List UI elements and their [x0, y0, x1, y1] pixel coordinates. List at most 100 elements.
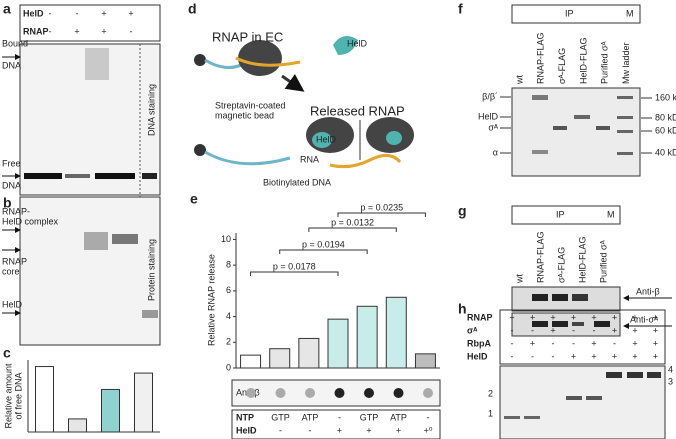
label: wt	[514, 274, 524, 284]
sign: -	[49, 8, 52, 18]
label: IP	[556, 209, 565, 219]
label: RNAP in EC	[212, 29, 283, 44]
sign: +	[653, 351, 658, 361]
sign: +	[653, 338, 658, 348]
sign: -	[531, 351, 534, 361]
cell: +	[337, 425, 342, 435]
sign: +	[101, 26, 106, 36]
row-label: σᴬ	[467, 325, 478, 335]
bar	[134, 372, 153, 433]
label: 4	[668, 364, 673, 374]
bar	[327, 318, 349, 369]
label: HelD-FLAG	[578, 37, 588, 84]
sign: -	[49, 26, 52, 36]
y-tick-label: 2	[226, 337, 231, 347]
gel-b	[19, 196, 161, 346]
panel-label: h	[458, 301, 467, 317]
sign: -	[593, 325, 596, 335]
cell: -	[338, 412, 341, 422]
annotation: p = 0.0178	[273, 261, 316, 271]
y-tick-label: 6	[226, 285, 231, 295]
cell: GTP	[360, 412, 379, 422]
panel-label: e	[190, 191, 198, 207]
sign: +	[128, 8, 133, 18]
label: Purified σᴬ	[598, 239, 608, 283]
label: DNA	[2, 60, 21, 70]
label: 40 kDa	[655, 147, 676, 157]
row-label: RNAP	[467, 312, 493, 322]
sign: -	[613, 338, 616, 348]
row-label: RbpA	[467, 338, 491, 348]
sign: +	[612, 351, 617, 361]
blot-spot	[364, 388, 374, 398]
y-tick-label: 10	[221, 234, 231, 244]
label: Relative amount	[3, 363, 13, 429]
sign: +	[591, 338, 596, 348]
sign: -	[511, 325, 514, 335]
label: σᴬ-FLAG	[556, 247, 566, 283]
sign: +	[571, 312, 576, 322]
y-tick-label: 8	[226, 260, 231, 270]
label: RNAP-FLAG	[536, 32, 546, 84]
panel-label: a	[3, 1, 11, 17]
blot-spot	[305, 388, 315, 398]
sign: -	[76, 8, 79, 18]
blot-spot	[423, 388, 433, 398]
label: HelD	[2, 299, 23, 309]
label: HelD	[478, 111, 499, 121]
cell: ATP	[302, 412, 319, 422]
cell: -	[279, 425, 282, 435]
label: 2	[488, 388, 493, 398]
y-tick-label: 4	[226, 311, 231, 321]
sign: +	[530, 312, 535, 322]
sign: +	[632, 312, 637, 322]
label: 160 kDa	[655, 92, 676, 102]
label: wt	[514, 75, 524, 85]
label: 3	[668, 376, 673, 386]
panel-label: f	[458, 1, 463, 17]
label: IP	[565, 8, 574, 18]
bar	[35, 366, 54, 433]
label: HelD complex	[2, 216, 59, 226]
label: Biotinylated DNA	[263, 177, 331, 187]
sign: -	[511, 338, 514, 348]
sign: +	[653, 325, 658, 335]
row-label: HelD	[236, 425, 257, 435]
annotation: p = 0.0132	[331, 217, 374, 227]
label: core	[2, 266, 20, 276]
cell: GTP	[271, 412, 290, 422]
bar	[269, 348, 291, 369]
label: Purified σᴬ	[600, 40, 610, 84]
bar	[414, 353, 436, 369]
panel-label: g	[458, 203, 467, 219]
bar	[240, 354, 262, 369]
bar	[298, 337, 320, 369]
cell: ATP	[390, 412, 407, 422]
bar	[385, 296, 407, 369]
cell: -	[250, 425, 253, 435]
label: σᴬ-FLAG	[557, 48, 567, 84]
sign: -	[552, 338, 555, 348]
label: Streptavin-coated	[215, 100, 286, 110]
bar	[356, 305, 378, 369]
label: Free	[2, 158, 21, 168]
sign: +	[612, 325, 617, 335]
sign: +	[74, 26, 79, 36]
label: HelD	[347, 38, 368, 48]
label: 1	[488, 408, 493, 418]
row-label: HelD	[23, 8, 44, 18]
label: RNAP	[2, 256, 27, 266]
cell: -	[309, 425, 312, 435]
label: RNAP-FLAG	[535, 231, 545, 283]
cell: +	[366, 425, 371, 435]
sign: -	[552, 351, 555, 361]
bracket	[337, 212, 426, 217]
label: Protein staining	[146, 239, 156, 301]
sign: +	[591, 351, 596, 361]
sign: +	[591, 312, 596, 322]
label: M	[626, 8, 634, 18]
label: HelD-FLAG	[577, 236, 587, 283]
label: 80 kDa	[655, 112, 676, 122]
label: of free DNA	[13, 372, 23, 419]
